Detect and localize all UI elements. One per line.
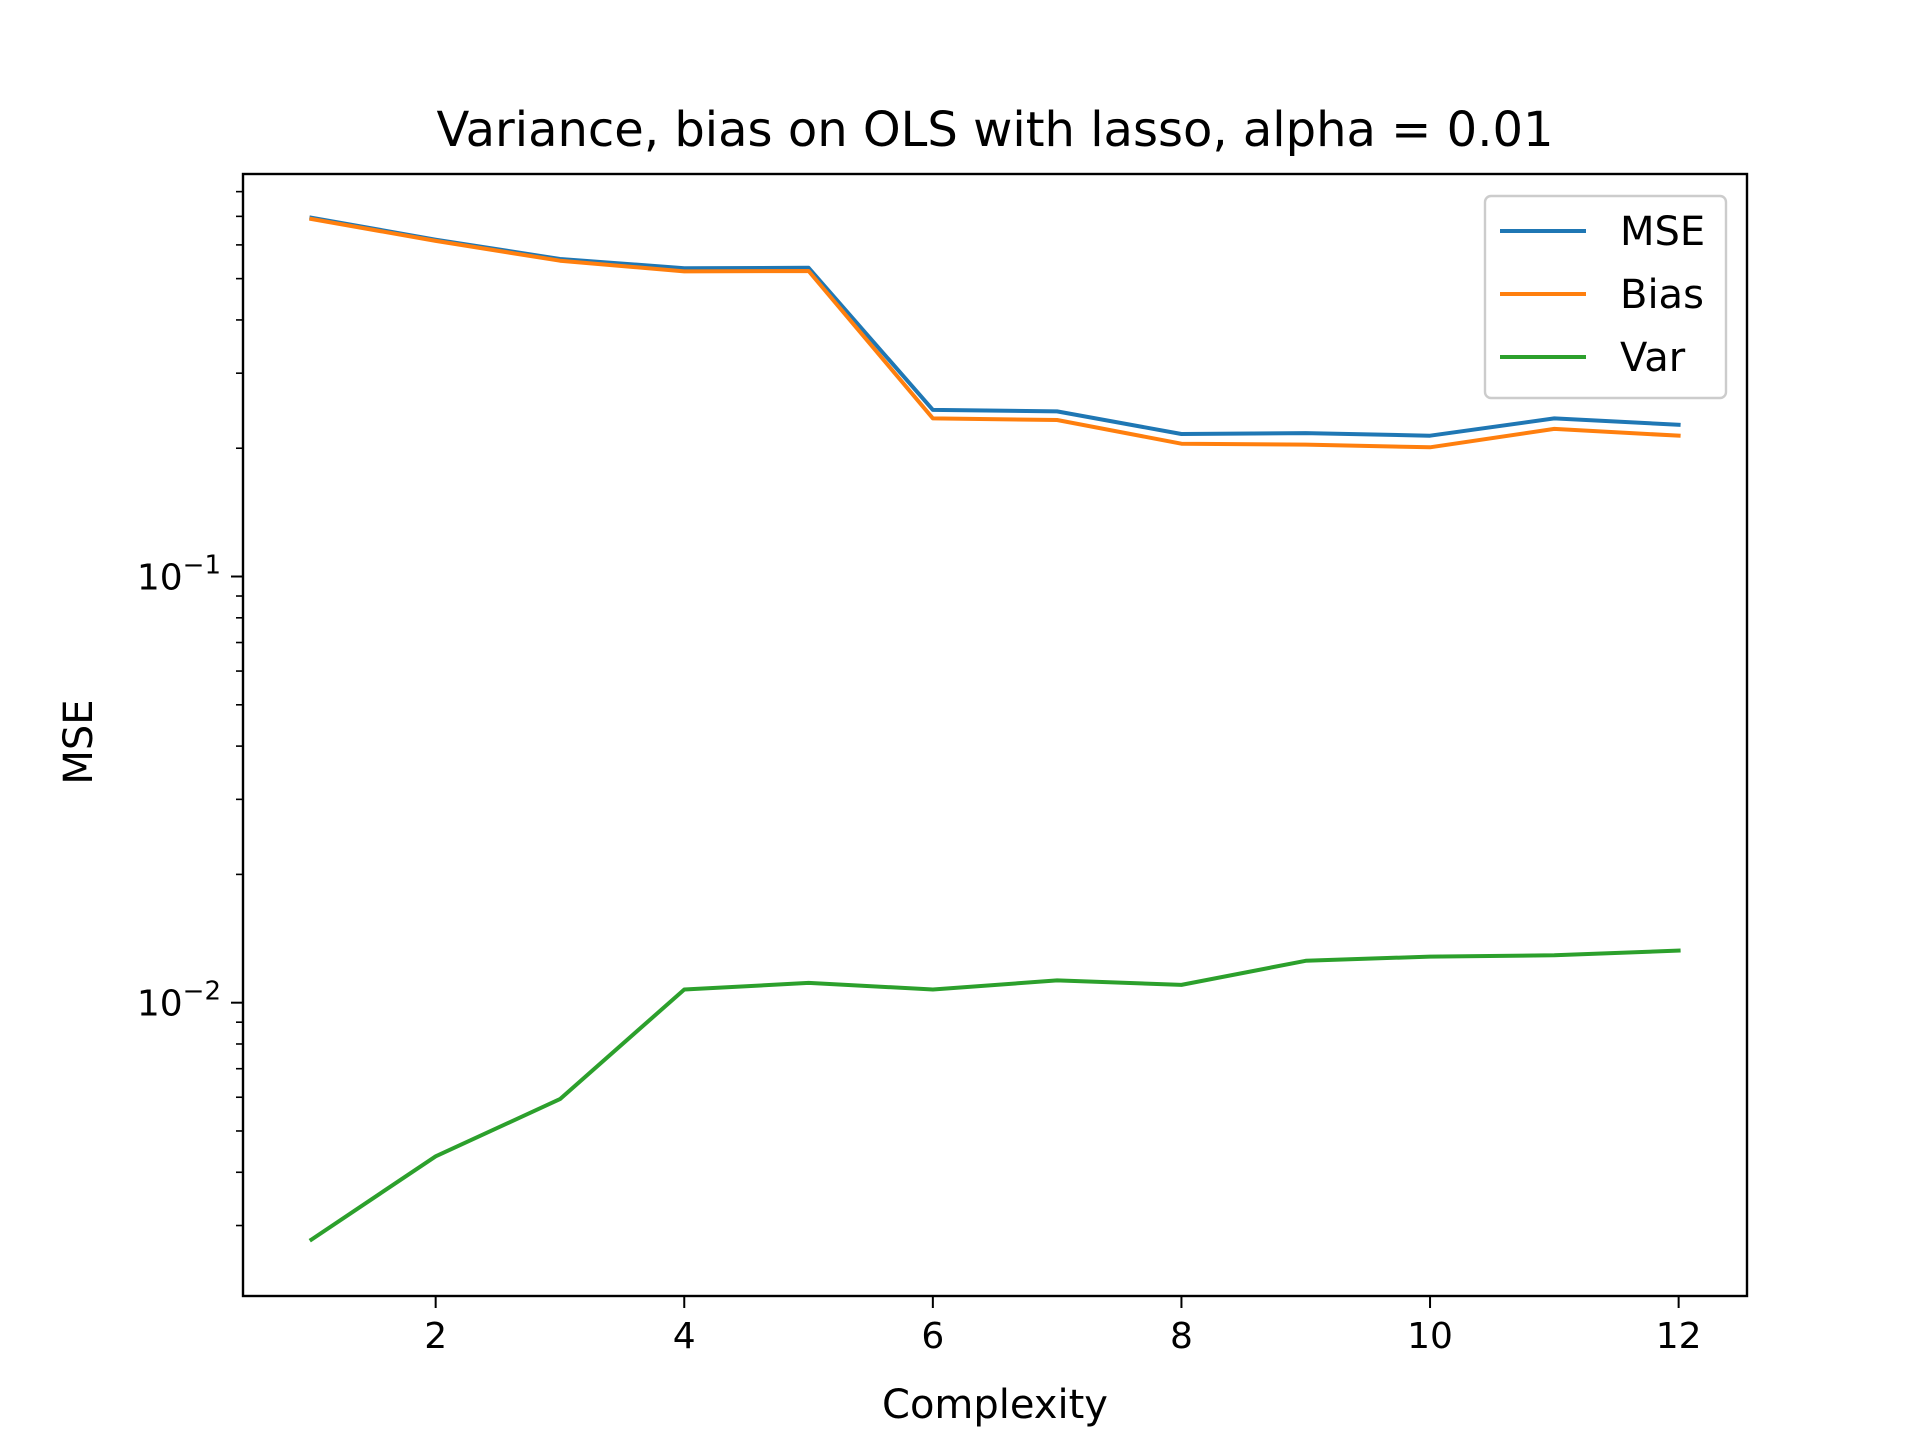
x-axis: 2 4 6 8 10 12	[424, 1296, 1702, 1357]
y-tick-label: 10−1	[137, 551, 221, 599]
series-line-var	[308, 948, 1681, 1243]
legend-label-mse: MSE	[1620, 209, 1705, 255]
plot-area	[241, 172, 1749, 1298]
y-axis-label: MSE	[56, 699, 102, 784]
x-axis-label: Complexity	[882, 1382, 1108, 1428]
legend-box	[1483, 194, 1728, 400]
x-tick-label: 4	[673, 1316, 696, 1357]
legend-label-bias: Bias	[1620, 272, 1704, 318]
series-line-bias	[309, 216, 1681, 450]
y-tick-label: 10−2	[137, 977, 221, 1025]
series-layer	[308, 215, 1681, 1243]
x-tick-label: 12	[1656, 1316, 1702, 1357]
x-tick-label: 10	[1407, 1316, 1453, 1357]
x-tick-label: 2	[424, 1316, 447, 1357]
legend-label-var: Var	[1620, 335, 1686, 381]
y-axis: 10−1 10−2	[137, 190, 243, 1227]
legend: MSE Bias Var	[1483, 194, 1728, 400]
x-tick-label: 6	[921, 1316, 944, 1357]
x-tick-label: 8	[1170, 1316, 1193, 1357]
chart-title: Variance, bias on OLS with lasso, alpha …	[436, 102, 1553, 158]
